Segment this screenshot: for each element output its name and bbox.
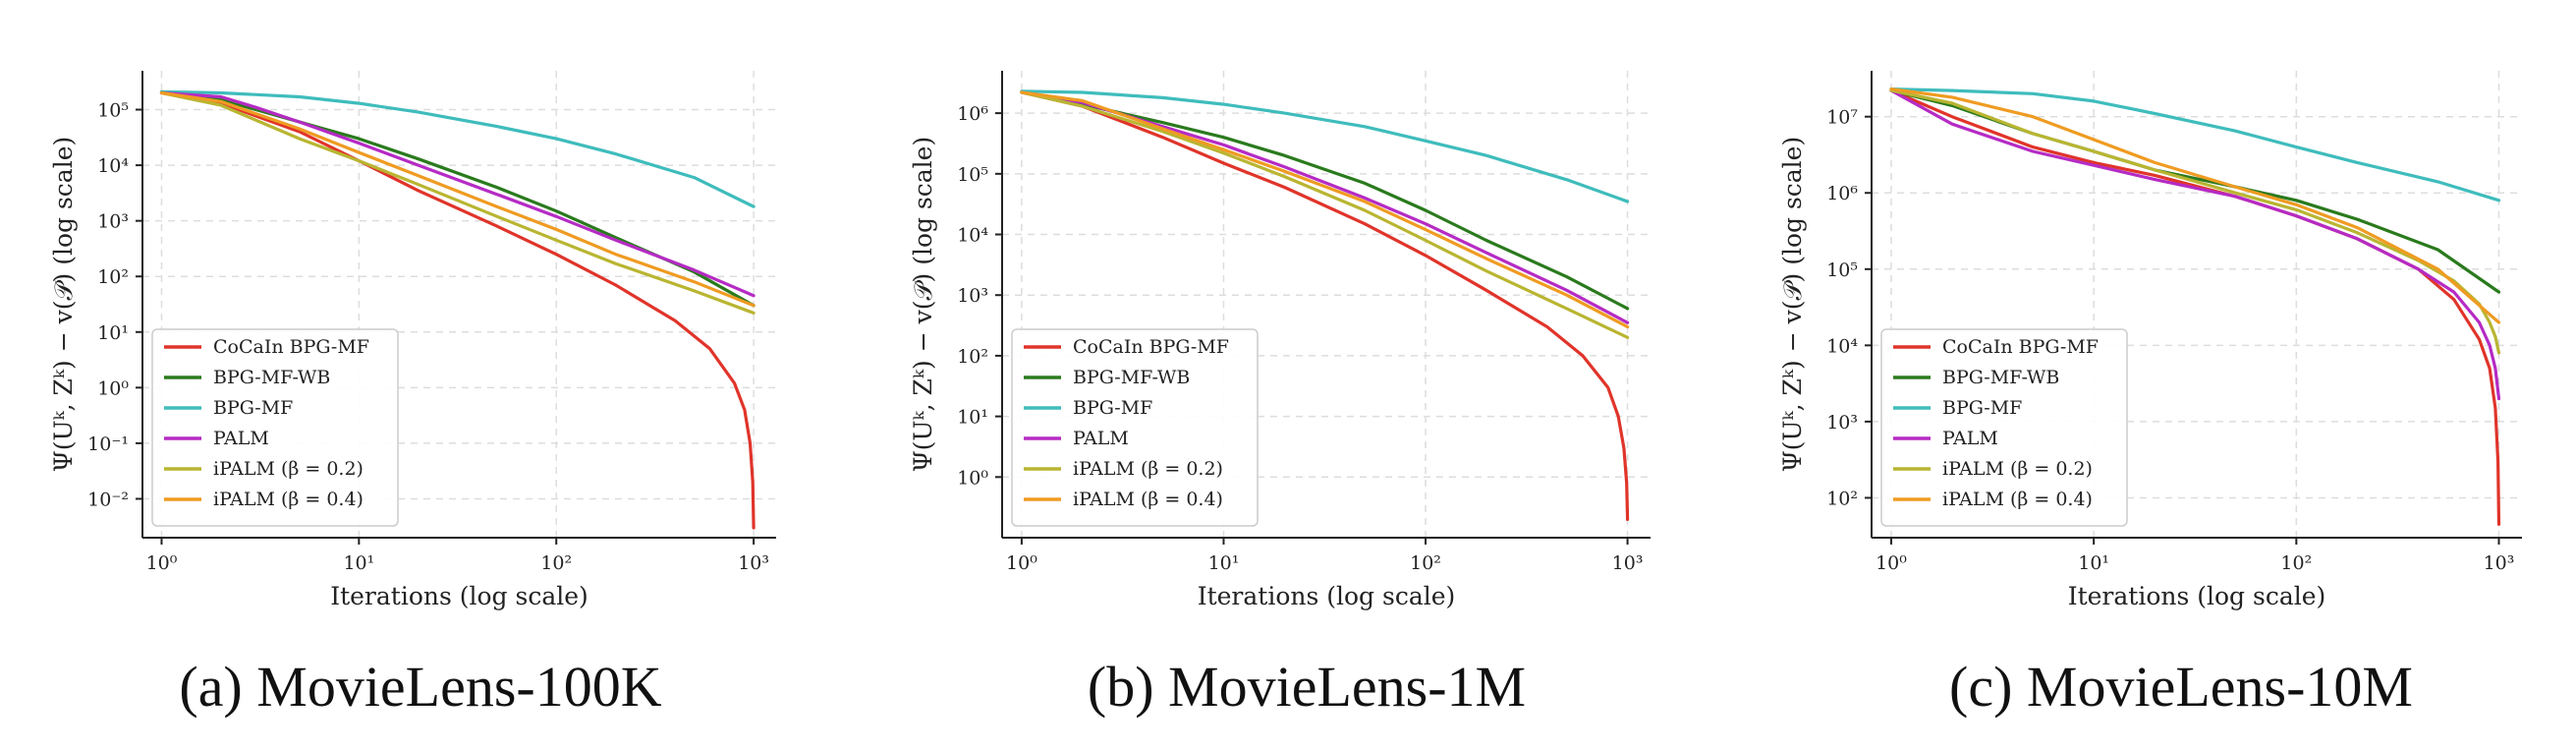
legend-entry: iPALM (β = 0.4) bbox=[1942, 489, 2093, 510]
y-tick-label: 10⁰ bbox=[957, 467, 988, 489]
y-tick-label: 10⁻¹ bbox=[87, 433, 129, 455]
panel-caption: (b) MovieLens-1M bbox=[1088, 655, 1526, 719]
legend-entry: iPALM (β = 0.4) bbox=[213, 489, 364, 510]
legend-entry: CoCaIn BPG-MF bbox=[213, 336, 369, 358]
y-tick-label: 10² bbox=[957, 346, 988, 368]
x-tick-label: 10¹ bbox=[2078, 552, 2109, 574]
x-tick-label: 10⁰ bbox=[1876, 552, 1907, 574]
legend-box bbox=[1011, 328, 1259, 527]
y-tick-label: 10⁶ bbox=[957, 103, 988, 125]
series-line bbox=[159, 89, 756, 208]
x-tick-label: 10² bbox=[540, 552, 572, 574]
chart-panel-1: 10⁰ 10¹ 10² 10³ 10⁻² 10⁻¹ 10⁰ 10¹ 10² 10³ 10⁴ 10⁵ It… bbox=[49, 71, 776, 719]
series-line bbox=[1020, 90, 1630, 521]
chart-panel-2: 10⁰ 10¹ 10² 10³ 10⁰ 10¹ 10² 10³ 10⁴ 10⁵ 10⁶ Iterati… bbox=[909, 71, 1651, 719]
x-tick-label: 10¹ bbox=[343, 552, 374, 574]
series-line bbox=[1889, 87, 2501, 324]
y-tick-label: 10² bbox=[1826, 488, 1858, 509]
y-tick-label: 10⁰ bbox=[97, 377, 129, 399]
y-tick-label: 10⁴ bbox=[97, 155, 129, 177]
y-tick-label: 10³ bbox=[1826, 412, 1858, 433]
x-axis-label: Iterations (log scale) bbox=[1198, 582, 1456, 610]
legend-entry: BPG-MF-WB bbox=[1073, 367, 1190, 388]
legend-entry: iPALM (β = 0.2) bbox=[213, 458, 364, 480]
x-tick-label: 10² bbox=[1410, 552, 1441, 574]
chart-panel-3: 10⁰ 10¹ 10² 10³ 10² 10³ 10⁴ 10⁵ 10⁶ 10⁷ Iterations… bbox=[1778, 71, 2522, 719]
legend-entry: BPG-MF-WB bbox=[1942, 367, 2059, 388]
legend-entry: BPG-MF-WB bbox=[213, 367, 330, 388]
y-tick-label: 10⁻² bbox=[87, 489, 129, 510]
x-tick-label: 10³ bbox=[1612, 552, 1644, 574]
x-tick-label: 10¹ bbox=[1208, 552, 1240, 574]
y-tick-label: 10³ bbox=[957, 285, 988, 307]
panel-caption: (a) MovieLens-100K bbox=[179, 655, 661, 719]
x-tick-label: 10⁰ bbox=[146, 552, 178, 574]
series-line bbox=[1020, 90, 1630, 329]
y-tick-label: 10⁵ bbox=[957, 164, 988, 186]
x-tick-label: 10³ bbox=[738, 552, 769, 574]
legend-entry: iPALM (β = 0.2) bbox=[1073, 458, 1223, 480]
legend-entry: BPG-MF bbox=[1073, 397, 1152, 419]
x-tick-label: 10³ bbox=[2484, 552, 2515, 574]
y-tick-label: 10⁵ bbox=[1826, 260, 1858, 281]
series-line bbox=[1889, 87, 2501, 202]
legend-entry: PALM bbox=[1942, 428, 1998, 449]
y-tick-label: 10⁷ bbox=[1826, 107, 1858, 129]
y-tick-label: 10² bbox=[97, 266, 129, 288]
series-line bbox=[159, 90, 756, 308]
series-line bbox=[159, 90, 756, 530]
y-axis-label: Ψ(Uᵏ, Zᵏ) − v(𝒫) (log scale) bbox=[1778, 137, 1807, 472]
legend-entry: CoCaIn BPG-MF bbox=[1942, 336, 2099, 358]
legend-entry: iPALM (β = 0.4) bbox=[1073, 489, 1223, 510]
series-line bbox=[1020, 89, 1630, 203]
legend-entry: CoCaIn BPG-MF bbox=[1073, 336, 1229, 358]
legend-box bbox=[151, 328, 399, 527]
series-line bbox=[159, 90, 756, 298]
y-tick-label: 10¹ bbox=[97, 322, 129, 344]
legend-entry: PALM bbox=[1073, 428, 1129, 449]
y-tick-label: 10³ bbox=[97, 211, 129, 233]
x-axis-label: Iterations (log scale) bbox=[2068, 582, 2326, 610]
series-line bbox=[1020, 90, 1630, 339]
y-axis-label: Ψ(Uᵏ, Zᵏ) − v(𝒫) (log scale) bbox=[49, 137, 78, 472]
legend-entry: BPG-MF bbox=[1942, 397, 2022, 419]
x-tick-label: 10⁰ bbox=[1006, 552, 1037, 574]
legend-entry: PALM bbox=[213, 428, 269, 449]
y-axis-label: Ψ(Uᵏ, Zᵏ) − v(𝒫) (log scale) bbox=[909, 137, 937, 472]
x-tick-label: 10² bbox=[2280, 552, 2312, 574]
y-tick-label: 10⁴ bbox=[957, 225, 988, 247]
y-tick-label: 10⁴ bbox=[1826, 335, 1858, 357]
legend-box bbox=[1880, 328, 2128, 527]
series-line bbox=[159, 90, 756, 315]
series-line bbox=[1020, 90, 1630, 324]
panel-caption: (c) MovieLens-10M bbox=[1949, 655, 2413, 719]
y-tick-label: 10⁵ bbox=[97, 100, 129, 122]
y-tick-label: 10⁶ bbox=[1826, 183, 1858, 204]
y-tick-label: 10¹ bbox=[957, 407, 988, 429]
series-line bbox=[1889, 88, 2501, 401]
x-axis-label: Iterations (log scale) bbox=[330, 582, 588, 610]
legend-entry: BPG-MF bbox=[213, 397, 293, 419]
series-line bbox=[1889, 88, 2501, 355]
legend-entry: iPALM (β = 0.2) bbox=[1942, 458, 2093, 480]
